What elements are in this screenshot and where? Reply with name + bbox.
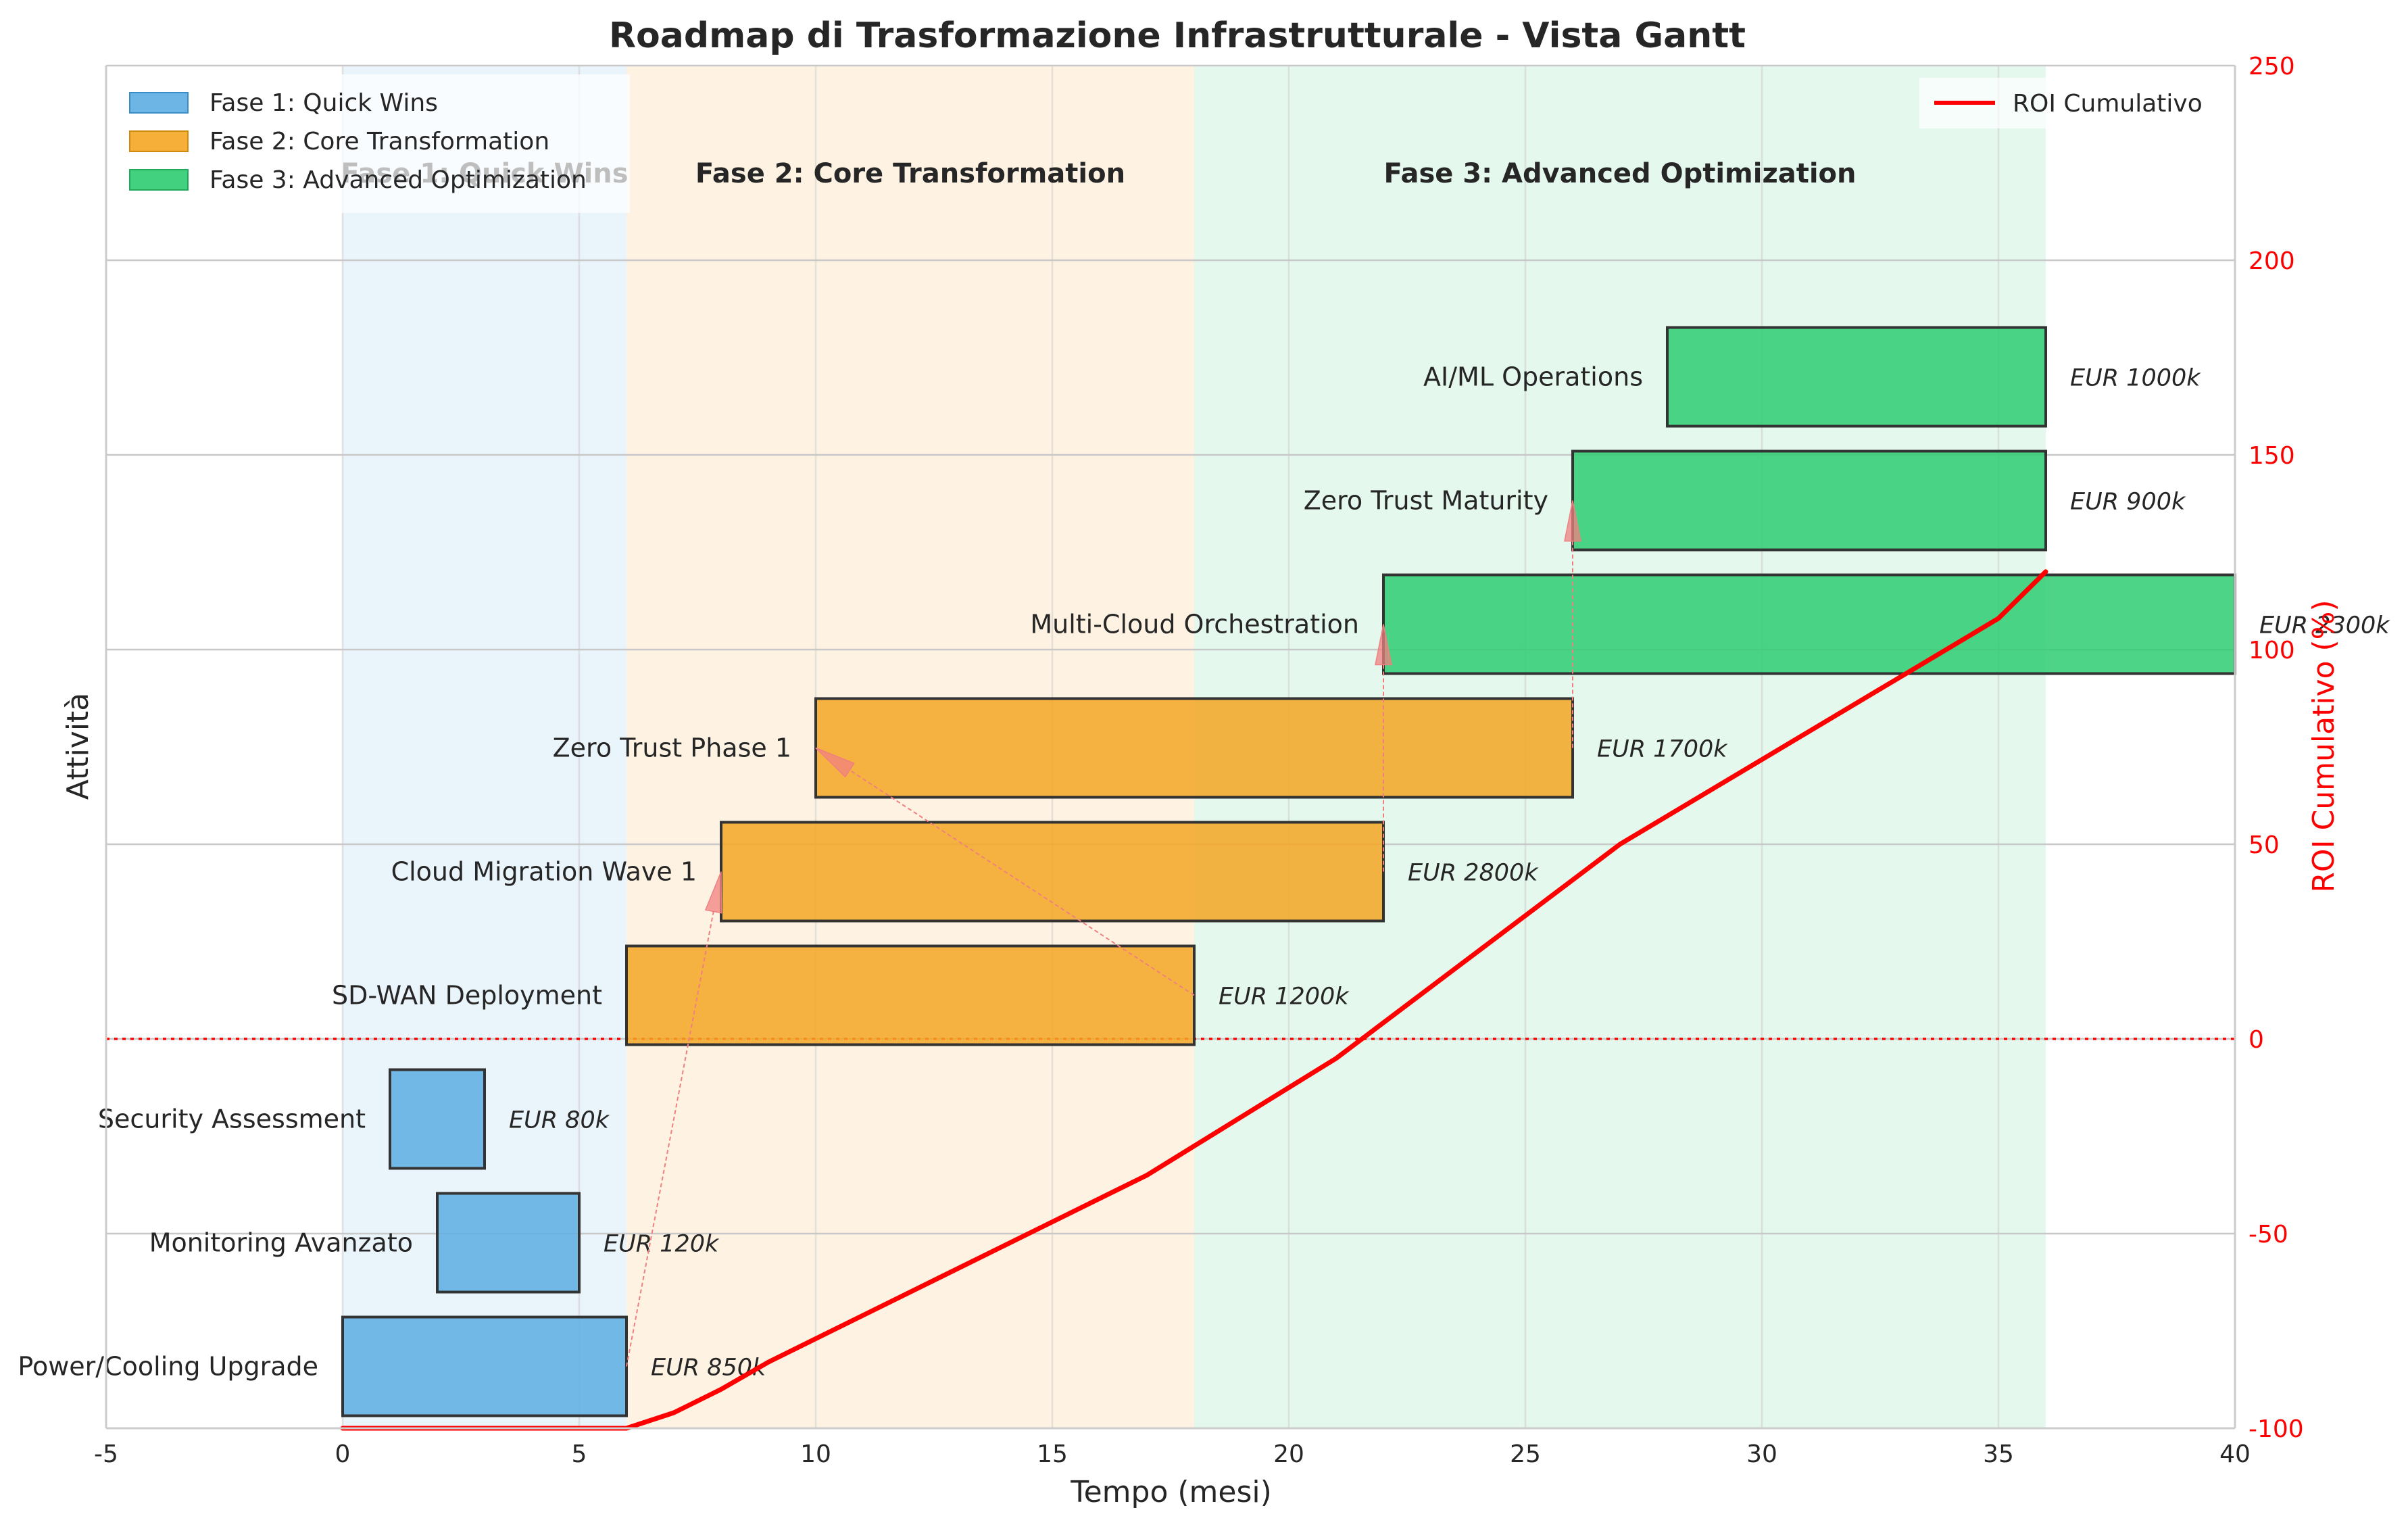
task-bar-ai-ml-operations xyxy=(1666,326,2047,428)
roi-line-group xyxy=(340,569,2048,1431)
x-tick-label: 30 xyxy=(1746,1440,1777,1468)
legend-swatch-phase2 xyxy=(129,130,189,152)
legend-phases: Fase 1: Quick Wins Fase 2: Core Transfor… xyxy=(116,74,630,213)
y2-tick-label: 250 xyxy=(2249,53,2295,80)
legend-swatch-phase3 xyxy=(129,169,189,191)
legend-roi-label: ROI Cumulativo xyxy=(2013,90,2203,118)
task-bar-sd-wan-deployment xyxy=(625,944,1196,1046)
dependency-arrowhead xyxy=(815,747,855,778)
task-cost-sd-wan-deployment: EUR 1200k xyxy=(1219,983,1350,1011)
task-bar-zero-trust-maturity xyxy=(1571,449,2047,552)
task-bar-monitoring-avanzato xyxy=(436,1192,581,1294)
task-cost-multi-cloud-orchestration: EUR 2300k xyxy=(2259,612,2390,639)
phase-label-phase2: Fase 2: Core Transformation xyxy=(695,158,1125,189)
y2-tick-label: 0 xyxy=(2249,1026,2264,1054)
task-cost-security-assessment: EUR 80k xyxy=(509,1107,610,1134)
x-tick-label: 25 xyxy=(1510,1440,1541,1468)
task-cost-power-cooling-upgrade: EUR 850k xyxy=(651,1355,767,1382)
x-tick-label: 40 xyxy=(2219,1440,2251,1468)
task-bar-multi-cloud-orchestration xyxy=(1382,573,2236,675)
task-label-monitoring-avanzato: Monitoring Avanzato xyxy=(149,1228,413,1258)
task-bar-cloud-migration-wave-1 xyxy=(720,821,1385,923)
x-tick-label: 35 xyxy=(1983,1440,2014,1468)
y2-axis-label: ROI Cumulativo (%) xyxy=(2307,600,2341,892)
task-label-cloud-migration-wave-1: Cloud Migration Wave 1 xyxy=(391,857,697,887)
y-axis-label: Attività xyxy=(61,693,95,800)
task-cost-monitoring-avanzato: EUR 120k xyxy=(604,1231,720,1258)
task-bar-power-cooling-upgrade xyxy=(341,1315,628,1417)
dependency-arrowhead xyxy=(1375,624,1392,666)
y2-tick-label: -100 xyxy=(2249,1415,2304,1443)
chart-title: Roadmap di Trasformazione Infrastruttura… xyxy=(609,16,1746,56)
task-bar-security-assessment xyxy=(389,1068,486,1170)
task-bars: Power/Cooling Upgrade EUR 850k Monitoring … xyxy=(18,326,2390,1417)
task-cost-zero-trust-maturity: EUR 900k xyxy=(2070,489,2186,516)
task-label-zero-trust-maturity: Zero Trust Maturity xyxy=(1304,486,1548,516)
y2-tick-label: 200 xyxy=(2249,247,2295,275)
task-cost-cloud-migration-wave-1: EUR 2800k xyxy=(1408,860,1539,887)
x-tick-label: 20 xyxy=(1273,1440,1304,1468)
roi-line xyxy=(340,569,2048,1431)
dependency-line xyxy=(626,911,714,1367)
y2-tick-label: 100 xyxy=(2249,637,2295,664)
task-label-power-cooling-upgrade: Power/Cooling Upgrade xyxy=(18,1352,318,1382)
y2-tick-label: 150 xyxy=(2249,442,2295,470)
dependency-arrowhead xyxy=(704,871,722,914)
task-label-sd-wan-deployment: SD-WAN Deployment xyxy=(332,981,602,1011)
task-label-security-assessment: Security Assessment xyxy=(98,1104,366,1134)
legend-label-phase2: Fase 2: Core Transformation xyxy=(210,128,549,155)
legend-label-phase1: Fase 1: Quick Wins xyxy=(210,89,438,117)
x-tick-label: 10 xyxy=(800,1440,831,1468)
legend-left-frame xyxy=(116,74,630,213)
x-axis-label: Tempo (mesi) xyxy=(1070,1475,1272,1509)
legend-roi: ROI Cumulativo xyxy=(1919,78,2230,128)
y2-tick-label: -50 xyxy=(2249,1221,2288,1248)
task-bar-zero-trust-phase-1 xyxy=(814,697,1574,799)
y2-tick-label: 50 xyxy=(2249,831,2280,859)
x-tick-label: 15 xyxy=(1037,1440,1068,1468)
x-tick-label: 5 xyxy=(572,1440,587,1468)
dependency-arrowhead xyxy=(1564,500,1581,542)
task-cost-ai-ml-operations: EUR 1000k xyxy=(2070,365,2201,392)
dependency-arrows xyxy=(626,500,1581,1367)
task-cost-zero-trust-phase-1: EUR 1700k xyxy=(1597,736,1728,763)
x-tick-label: -5 xyxy=(94,1440,118,1468)
task-label-multi-cloud-orchestration: Multi-Cloud Orchestration xyxy=(1030,610,1359,639)
legend-swatch-phase1 xyxy=(129,92,189,114)
task-label-ai-ml-operations: AI/ML Operations xyxy=(1423,362,1643,392)
phase-label-phase3: Fase 3: Advanced Optimization xyxy=(1383,158,1856,189)
dependency-line xyxy=(849,769,1195,996)
task-label-zero-trust-phase-1: Zero Trust Phase 1 xyxy=(553,733,791,763)
legend-label-phase3: Fase 3: Advanced Optimization xyxy=(210,166,587,194)
x-tick-label: 0 xyxy=(335,1440,351,1468)
